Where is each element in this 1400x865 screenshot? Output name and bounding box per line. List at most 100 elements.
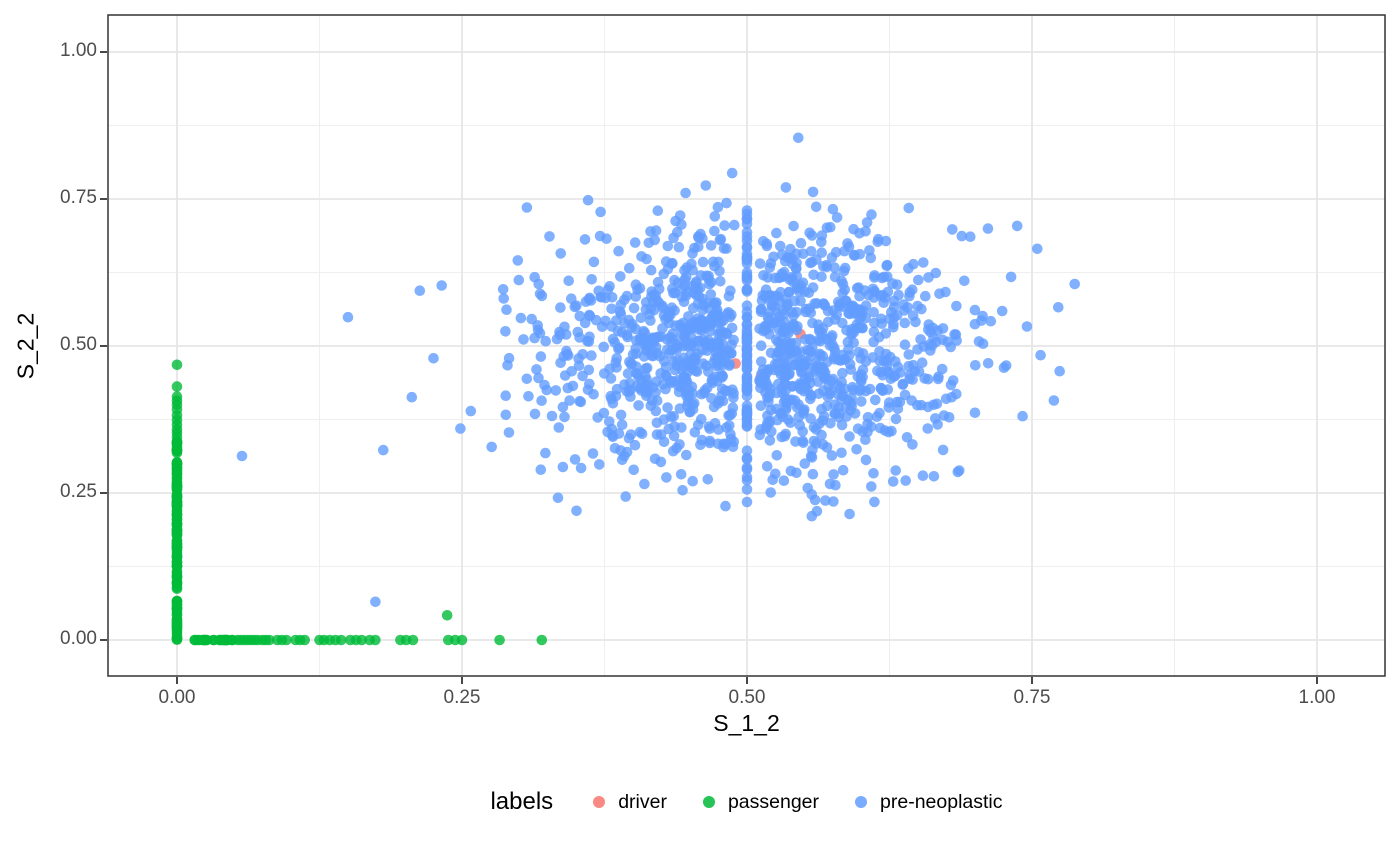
point-pre-neoplastic — [584, 331, 595, 343]
point-pre-neoplastic — [830, 246, 842, 258]
point-pre-neoplastic — [888, 322, 899, 333]
point-pre-neoplastic — [607, 398, 619, 409]
point-pre-neoplastic — [638, 351, 650, 362]
point-pre-neoplastic — [776, 335, 787, 346]
y-tick-label: 0.75 — [60, 187, 97, 208]
point-pre-neoplastic — [574, 332, 585, 343]
point-pre-neoplastic — [874, 407, 885, 419]
point-pre-neoplastic — [630, 291, 642, 302]
point-passenger — [171, 359, 183, 371]
point-pre-neoplastic — [923, 324, 934, 335]
point-pre-neoplastic — [541, 384, 552, 396]
point-pre-neoplastic — [678, 372, 689, 384]
point-pre-neoplastic — [436, 280, 448, 291]
point-pre-neoplastic — [688, 303, 699, 314]
point-pre-neoplastic — [649, 453, 661, 465]
point-pre-neoplastic — [765, 487, 776, 498]
point-pre-neoplastic — [826, 330, 838, 341]
point-pre-neoplastic — [621, 329, 633, 341]
point-pre-neoplastic — [805, 413, 816, 424]
point-pre-neoplastic — [903, 263, 914, 274]
point-pre-neoplastic — [767, 474, 778, 486]
point-passenger — [407, 634, 419, 646]
point-pre-neoplastic — [628, 302, 640, 314]
point-pre-neoplastic — [635, 312, 647, 324]
legend-item-passenger: passenger — [702, 791, 819, 814]
point-pre-neoplastic — [890, 356, 901, 367]
point-pre-neoplastic — [677, 485, 688, 496]
point-pre-neoplastic — [625, 358, 637, 370]
point-pre-neoplastic — [741, 400, 753, 412]
point-pre-neoplastic — [817, 415, 828, 426]
point-pre-neoplastic — [757, 290, 769, 301]
point-pre-neoplastic — [797, 355, 808, 366]
point-pre-neoplastic — [870, 394, 881, 406]
point-pre-neoplastic — [922, 373, 934, 385]
point-pre-neoplastic — [677, 361, 688, 372]
point-pre-neoplastic — [977, 338, 989, 350]
point-pre-neoplastic — [937, 323, 949, 334]
point-pre-neoplastic — [501, 304, 512, 316]
point-pre-neoplastic — [720, 500, 731, 512]
point-pre-neoplastic — [959, 275, 970, 287]
point-pre-neoplastic — [883, 426, 894, 438]
point-pre-neoplastic — [606, 303, 617, 315]
point-pre-neoplastic — [566, 293, 577, 305]
point-pre-neoplastic — [884, 367, 895, 379]
point-pre-neoplastic — [985, 315, 997, 327]
point-pre-neoplastic — [651, 429, 663, 440]
point-pre-neoplastic — [843, 300, 855, 312]
point-pre-neoplastic — [1000, 360, 1012, 371]
point-pre-neoplastic — [648, 304, 660, 316]
point-pre-neoplastic — [741, 350, 753, 361]
point-pre-neoplastic — [688, 353, 699, 365]
point-pre-neoplastic — [704, 437, 716, 449]
point-pre-neoplastic — [806, 452, 818, 463]
point-pre-neoplastic — [956, 230, 968, 242]
point-pre-neoplastic — [725, 433, 737, 445]
point-pre-neoplastic — [575, 462, 587, 474]
point-pre-neoplastic — [755, 340, 767, 352]
point-pre-neoplastic — [557, 401, 569, 413]
point-pre-neoplastic — [577, 370, 588, 382]
point-pre-neoplastic — [641, 337, 652, 349]
point-passenger — [171, 456, 183, 468]
point-pre-neoplastic — [912, 400, 923, 411]
point-pre-neoplastic — [826, 450, 838, 461]
point-pre-neoplastic — [678, 296, 690, 308]
point-pre-neoplastic — [1011, 220, 1023, 232]
point-pre-neoplastic — [651, 417, 663, 429]
point-pre-neoplastic — [687, 475, 698, 487]
point-pre-neoplastic — [928, 399, 939, 411]
point-pre-neoplastic — [741, 267, 753, 278]
point-pre-neoplastic — [810, 424, 822, 435]
point-pre-neoplastic — [666, 302, 678, 314]
point-pre-neoplastic — [741, 417, 753, 429]
point-pre-neoplastic — [790, 436, 801, 447]
point-pre-neoplastic — [741, 342, 753, 354]
point-pre-neoplastic — [622, 368, 634, 379]
legend-title: labels — [490, 788, 554, 815]
point-pre-neoplastic — [878, 271, 890, 283]
point-pre-neoplastic — [571, 505, 582, 517]
point-pre-neoplastic — [768, 317, 779, 329]
point-pre-neoplastic — [741, 258, 753, 269]
point-pre-neoplastic — [741, 474, 753, 486]
point-pre-neoplastic — [839, 262, 851, 274]
point-pre-neoplastic — [952, 466, 964, 478]
point-pre-neoplastic — [888, 311, 900, 323]
point-pre-neoplastic — [830, 479, 841, 491]
point-pre-neoplastic — [868, 326, 880, 338]
point-pre-neoplastic — [861, 217, 873, 228]
point-pre-neoplastic — [586, 274, 597, 285]
point-pre-neoplastic — [807, 468, 819, 480]
point-pre-neoplastic — [792, 321, 803, 332]
point-pre-neoplastic — [788, 220, 799, 232]
point-pre-neoplastic — [521, 373, 533, 385]
point-pre-neoplastic — [683, 311, 694, 322]
point-pre-neoplastic — [498, 293, 510, 304]
point-pre-neoplastic — [625, 391, 636, 403]
point-pre-neoplastic — [574, 395, 585, 407]
point-passenger — [171, 489, 183, 500]
point-pre-neoplastic — [855, 374, 867, 386]
